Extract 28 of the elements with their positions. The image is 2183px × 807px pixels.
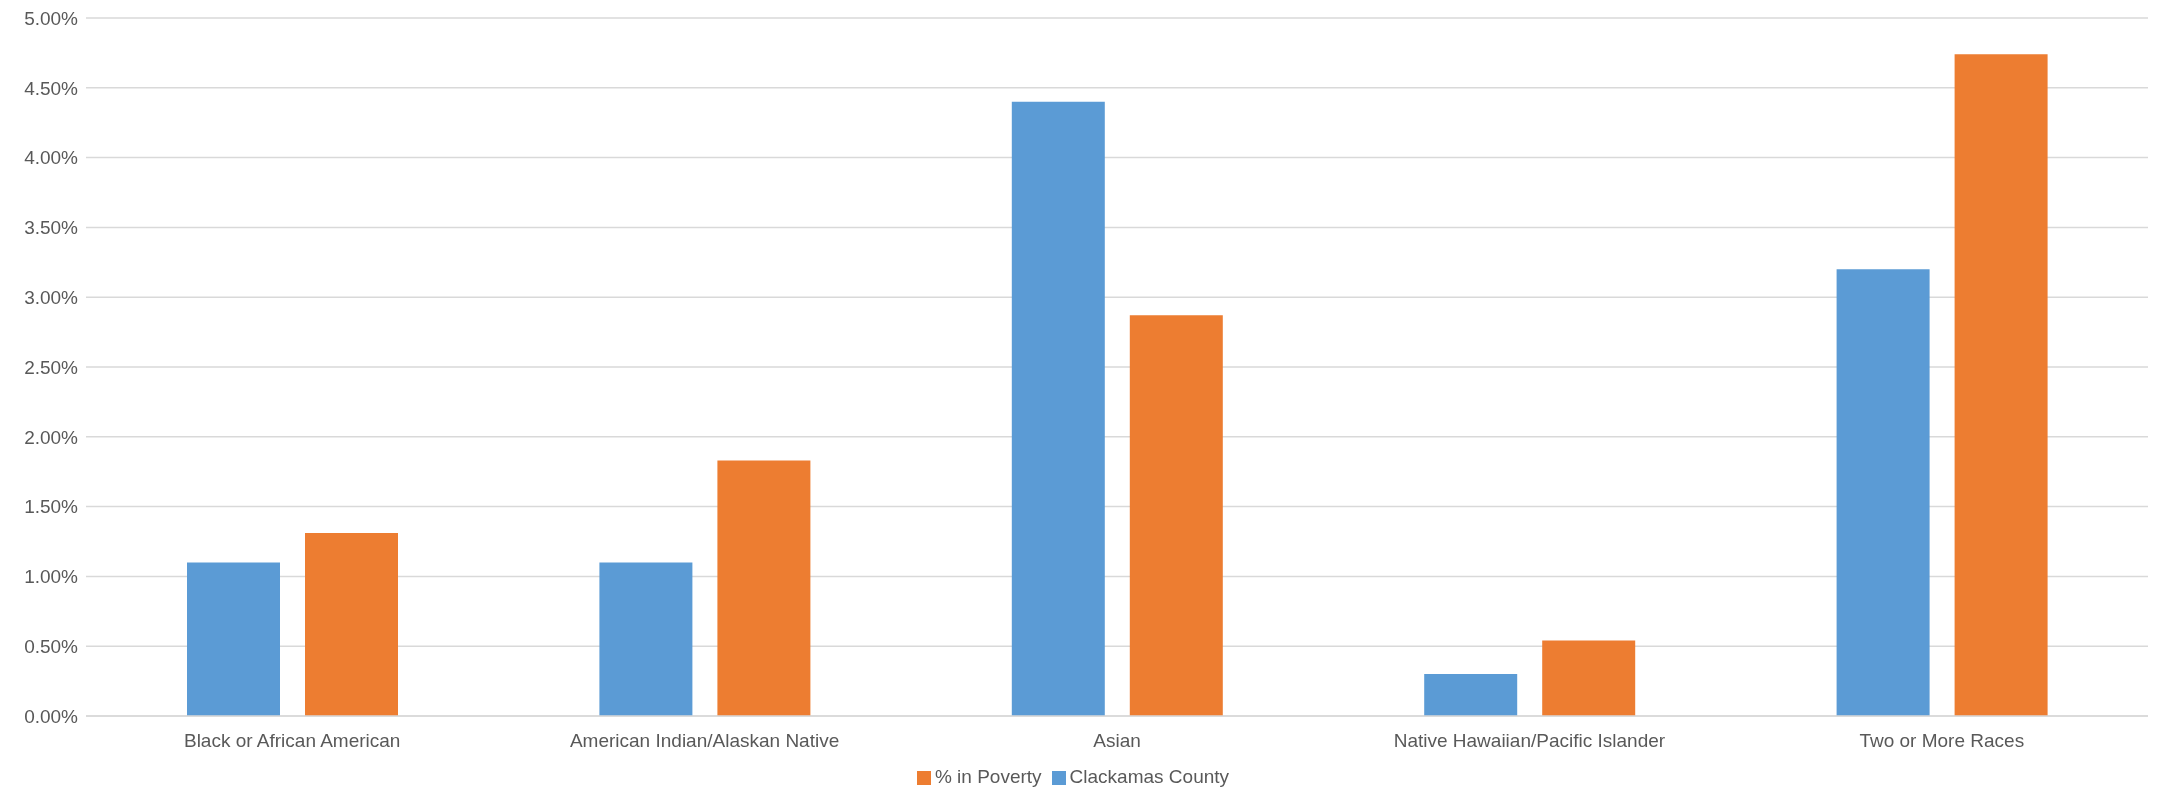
bar: [1424, 674, 1518, 716]
bar: [1129, 315, 1223, 716]
y-tick-label: 3.50%: [24, 217, 79, 239]
bar: [1954, 54, 2048, 716]
y-tick-label: 4.50%: [24, 77, 79, 99]
x-tick-label: Black or African American: [183, 730, 401, 752]
y-tick-label: 1.00%: [24, 566, 79, 588]
x-tick-label: American Indian/Alaskan Native: [569, 730, 840, 752]
x-tick-label: Asian: [1093, 730, 1141, 752]
legend-label: Clackamas County: [1069, 766, 1230, 787]
y-tick-label: 3.00%: [24, 286, 79, 308]
bar: [717, 460, 811, 716]
y-tick-label: 5.00%: [24, 7, 79, 29]
y-tick-label: 2.50%: [24, 356, 79, 378]
legend-label: % in Poverty: [934, 766, 1042, 787]
y-tick-label: 4.00%: [24, 147, 79, 169]
bar: [1542, 640, 1636, 716]
x-tick-label: Two or More Races: [1859, 730, 2025, 752]
bar: [187, 562, 280, 716]
y-tick-label: 1.50%: [24, 496, 79, 518]
x-tick-label: Native Hawaiian/Pacific Islander: [1393, 730, 1666, 752]
y-tick-label: 0.50%: [24, 635, 79, 657]
y-tick-label: 0.00%: [24, 705, 79, 727]
bar: [1836, 269, 1930, 716]
y-tick-label: 2.00%: [24, 426, 79, 448]
bar: [599, 562, 693, 716]
bar: [305, 533, 398, 716]
bar: [1011, 101, 1105, 716]
